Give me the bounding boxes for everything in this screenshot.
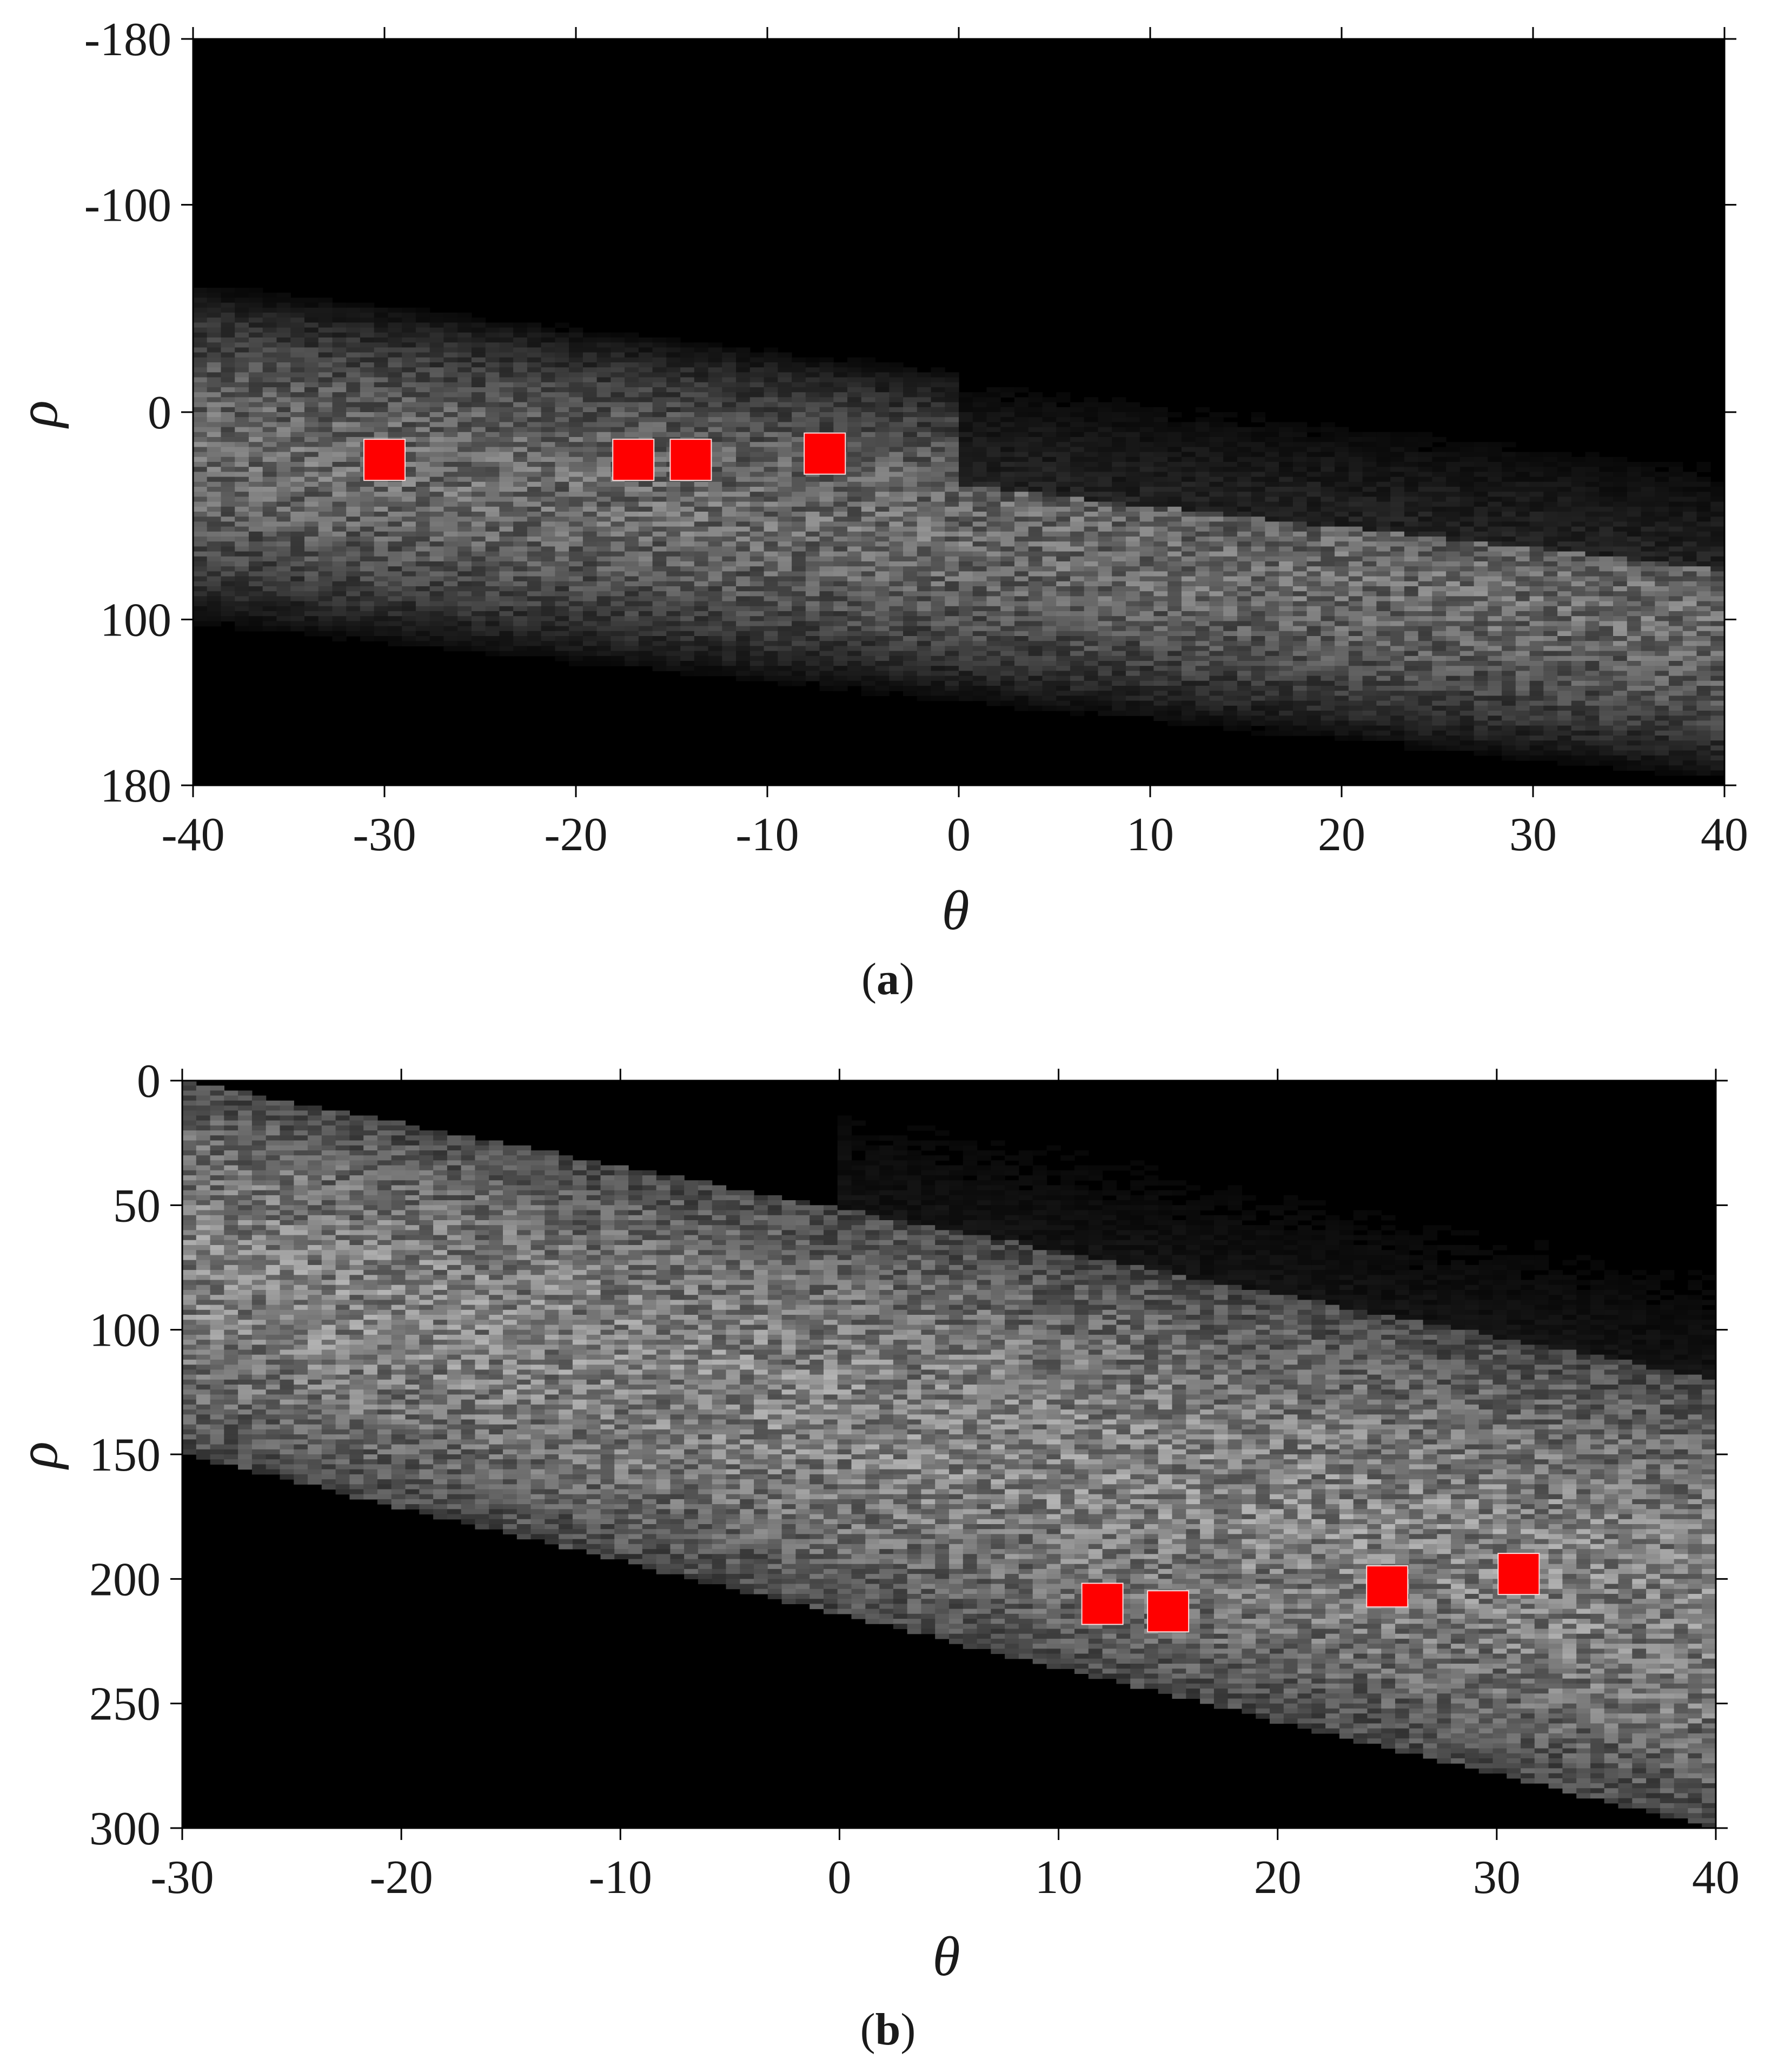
heatmap-b-plot-area: [182, 1081, 1716, 1828]
heatmap-a-cells: [193, 288, 1724, 776]
heatmap-b-peak-3: [1497, 1553, 1540, 1596]
heatmap-a-x-axis-label: θ: [941, 879, 969, 942]
heatmap-b-peak-1: [1147, 1590, 1190, 1633]
heatmap-b-x-tick-label-1: -20: [369, 1851, 433, 1904]
heatmap-a-peak-1: [612, 439, 655, 481]
heatmap-a-peaks: [363, 432, 846, 481]
heatmap-b-y-tick-label-0: 0: [137, 1055, 161, 1108]
heatmap-b-x-tick-label-2: -10: [589, 1851, 652, 1904]
heatmap-a-caption: (a): [861, 954, 914, 1004]
heatmap-a-x-tick-label-0: -40: [161, 809, 224, 861]
heatmap-b-x-tick-label-0: -30: [150, 1851, 214, 1904]
heatmap-a-y-axis-label: ρ: [7, 400, 69, 429]
heatmap-a-x-tick-label-5: 10: [1126, 809, 1174, 861]
heatmap-b-y-tick-label-3: 150: [89, 1429, 161, 1481]
heatmap-a-y-tick-label-1: -100: [84, 180, 171, 232]
heatmap-a-y-tick-label-4: 180: [100, 760, 171, 812]
panel-b: -30 -20 -10 0 10 20 30 40 0 50 100 150 200 250 300 θ ρ…: [7, 1055, 1740, 2055]
heatmap-a-x-tick-label-1: -30: [353, 809, 416, 861]
heatmap-b-y-tick-label-6: 300: [89, 1803, 161, 1855]
heatmap-b-y-tick-label-4: 200: [89, 1553, 161, 1606]
heatmap-a-x-tick-label-6: 20: [1318, 809, 1365, 861]
heatmap-b-x-tick-label-7: 40: [1692, 1851, 1740, 1904]
heatmap-a-peak-3: [804, 432, 846, 475]
heatmap-b-cells: [182, 1081, 1716, 1828]
heatmap-a-y-tick-label-3: 100: [100, 594, 171, 646]
heatmap-a-y-tick-label-2: 0: [148, 387, 171, 439]
heatmap-b-y-axis-label: ρ: [7, 1441, 69, 1470]
heatmap-a-plot-area: [193, 39, 1724, 785]
heatmap-b-x-axis-label: θ: [932, 1925, 960, 1988]
heatmap-a-x-tick-label-3: -10: [735, 809, 799, 861]
heatmap-b-x-tick-label-3: 0: [827, 1851, 851, 1904]
heatmap-b-peaks: [1081, 1553, 1540, 1633]
heatmap-b-peak-2: [1366, 1565, 1409, 1608]
heatmap-a-x-tick-label-7: 30: [1509, 809, 1557, 861]
heatmap-b-y-tick-label-2: 100: [89, 1305, 161, 1357]
heatmap-a-peak-2: [669, 439, 712, 481]
heatmap-a-y-tick-label-0: -180: [84, 14, 171, 66]
heatmap-b-peak-0: [1081, 1583, 1124, 1625]
heatmap-b-caption: (b): [860, 2004, 916, 2055]
heatmap-a-peak-0: [363, 439, 406, 481]
heatmap-b-y-tick-label-5: 250: [89, 1678, 161, 1731]
heatmap-b-x-tick-label-4: 10: [1035, 1851, 1083, 1904]
heatmap-b-x-tick-label-5: 20: [1254, 1851, 1302, 1904]
heatmap-b-axes: -30 -20 -10 0 10 20 30 40 0 50 100 150 200 250 300: [89, 1055, 1740, 1904]
heatmap-a-x-tick-label-4: 0: [947, 809, 971, 861]
heatmap-a-x-tick-label-2: -20: [544, 809, 607, 861]
heatmap-b-y-tick-label-1: 50: [113, 1180, 161, 1232]
heatmap-a-x-tick-label-8: 40: [1701, 809, 1748, 861]
heatmap-b-x-tick-label-6: 30: [1473, 1851, 1521, 1904]
